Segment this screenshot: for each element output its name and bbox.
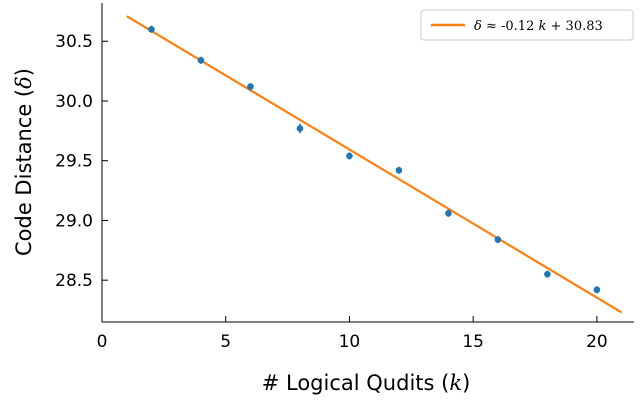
y-axis-label-suffix: ) xyxy=(12,68,36,76)
y-tick-label: 30.0 xyxy=(55,92,93,112)
fit-line xyxy=(126,15,623,314)
data-point xyxy=(296,125,304,132)
data-point xyxy=(247,83,254,90)
legend-var: k xyxy=(539,19,547,34)
legend-approx: ≈ xyxy=(486,19,497,34)
y-axis-label-prefix: Code Distance ( xyxy=(12,89,36,256)
data-point xyxy=(346,152,353,160)
y-axis: 28.5 29.0 29.5 30.0 30.5 xyxy=(55,32,108,291)
data-point xyxy=(593,286,601,294)
x-tick-label: 20 xyxy=(586,332,608,352)
x-tick-label: 5 xyxy=(220,332,231,352)
x-axis-label-var: k xyxy=(449,371,462,395)
data-point xyxy=(445,209,452,217)
legend: δ ≈ -0.12 k + 30.83 xyxy=(420,9,634,41)
plot-area xyxy=(101,3,634,323)
data-point xyxy=(197,57,205,64)
legend-const: + 30.83 xyxy=(551,19,603,34)
data-point xyxy=(494,236,502,243)
x-axis-label: # Logical Qudits (k) xyxy=(262,371,471,395)
y-axis-label: Code Distance (δ) xyxy=(12,68,36,256)
y-tick-label: 29.5 xyxy=(55,152,93,172)
y-tick-label: 30.5 xyxy=(55,32,93,52)
x-tick-label: 0 xyxy=(97,332,108,352)
x-tick-label: 10 xyxy=(339,332,361,352)
x-tick-label: 15 xyxy=(462,332,484,352)
data-point xyxy=(544,270,551,278)
data-point xyxy=(395,166,403,174)
chart-marks xyxy=(126,15,623,314)
legend-lhs: δ xyxy=(474,19,482,34)
y-axis-label-var: δ xyxy=(12,76,36,89)
legend-coef: -0.12 xyxy=(501,19,534,34)
data-point xyxy=(148,25,155,33)
x-axis-label-prefix: # Logical Qudits ( xyxy=(262,371,450,395)
x-axis-label-suffix: ) xyxy=(462,371,470,395)
legend-box xyxy=(420,9,634,41)
y-tick-label: 28.5 xyxy=(55,271,93,291)
x-axis: 0 5 10 15 20 xyxy=(97,316,608,352)
y-tick-label: 29.0 xyxy=(55,211,93,231)
legend-label: δ ≈ -0.12 k + 30.83 xyxy=(474,19,603,34)
